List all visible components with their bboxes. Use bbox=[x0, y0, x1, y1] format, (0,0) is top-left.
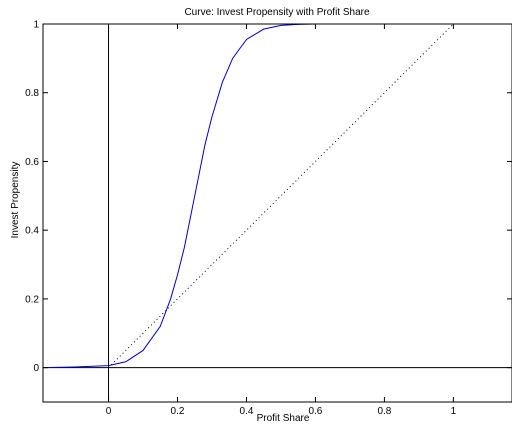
y-tick-label: 0 bbox=[33, 363, 39, 374]
y-tick-label: 0.6 bbox=[25, 157, 39, 168]
plot-frame bbox=[42, 23, 512, 403]
x-tick-label: 0.2 bbox=[171, 406, 185, 417]
x-tick-label: 0 bbox=[106, 406, 112, 417]
chart-title: Curve: Invest Propensity with Profit Sha… bbox=[184, 7, 370, 18]
x-axis-ticks: 0 0.2 0.4 0.6 0.8 1 bbox=[106, 24, 457, 417]
reference-lines bbox=[43, 24, 512, 402]
y-tick-label: 0.2 bbox=[25, 294, 39, 305]
y-tick-label: 0.4 bbox=[25, 226, 39, 237]
x-tick-label: 0.6 bbox=[308, 406, 322, 417]
y-axis-title: Invest Propensity bbox=[10, 162, 21, 239]
y-tick-label: 1 bbox=[33, 20, 39, 31]
y-tick-label: 0.8 bbox=[25, 88, 39, 99]
x-tick-label: 1 bbox=[451, 406, 457, 417]
x-tick-label: 0.4 bbox=[240, 406, 254, 417]
x-axis-title: Profit Share bbox=[257, 413, 310, 424]
y-axis-ticks: 0 0.2 0.4 0.6 0.8 1 bbox=[25, 20, 512, 374]
x-tick-label: 0.8 bbox=[377, 406, 391, 417]
plot-area bbox=[43, 24, 512, 402]
